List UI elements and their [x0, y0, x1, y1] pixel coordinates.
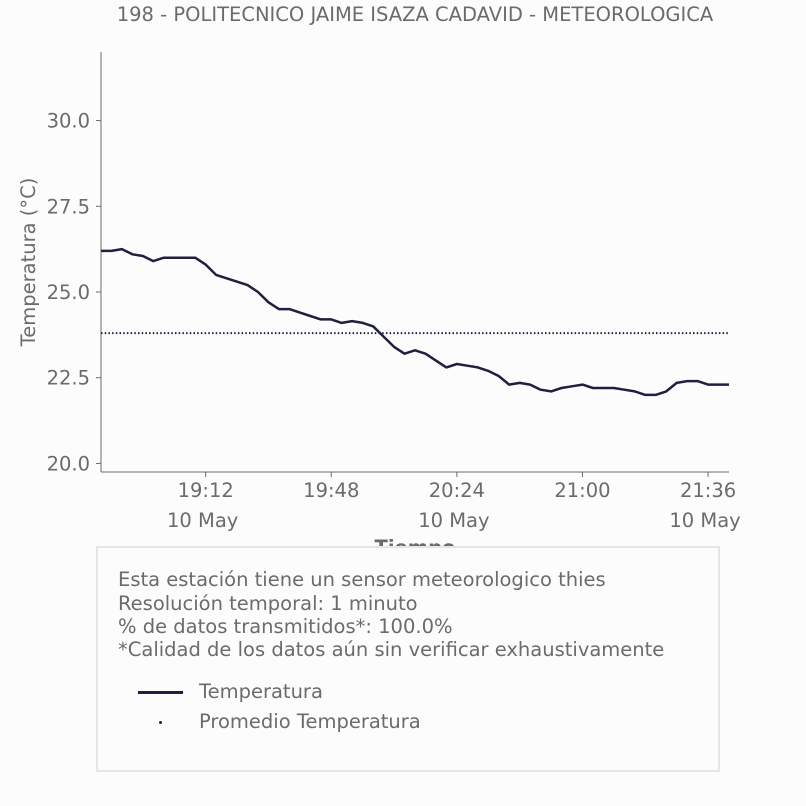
x-tick-label: 21:00 [554, 479, 610, 502]
y-axis-ticks: 20.0 22.5 25.0 27.5 30.0 [47, 110, 101, 475]
y-tick-label: 22.5 [47, 367, 90, 390]
chart-axes [100, 52, 729, 473]
y-tick-label: 20.0 [47, 452, 90, 475]
series-layer [101, 247, 729, 397]
info-resolution-line: Resolución temporal: 1 minuto [118, 592, 418, 615]
x-tick-label: 19:12 [178, 479, 234, 502]
x-tick-label: 20:24 [429, 479, 485, 502]
x-tick-date-label: 10 May [167, 509, 238, 532]
x-tick-date-label: 10 May [418, 509, 489, 532]
x-tick-label: 19:48 [303, 479, 359, 502]
x-tick-label: 21:36 [680, 479, 736, 502]
info-transmitted-line: % de datos transmitidos*: 100.0% [118, 615, 453, 638]
legend-dot-swatch [159, 721, 162, 724]
legend-item-temperatura: Temperatura [138, 680, 698, 704]
y-tick-label: 25.0 [47, 281, 90, 304]
y-axis-label: Temperatura (°C) [17, 178, 40, 348]
info-sensor-line: Esta estación tiene un sensor meteorolog… [118, 568, 606, 591]
info-box: Esta estación tiene un sensor meteorolog… [96, 546, 720, 772]
legend-label-temperatura: Temperatura [199, 680, 323, 703]
info-quality-line: *Calidad de los datos aún sin verificar … [118, 638, 665, 661]
legend-label-promedio: Promedio Temperatura [199, 710, 421, 733]
x-axis-ticks: 19:12 10 May 19:48 20:24 10 May 21:00 21:36 10 … [167, 472, 741, 532]
chart-title: 198 - POLITECNICO JAIME ISAZA CADAVID - … [117, 3, 714, 26]
y-tick-label: 30.0 [47, 110, 90, 133]
y-tick-label: 27.5 [47, 195, 90, 218]
legend-item-promedio: Promedio Temperatura [138, 710, 698, 734]
x-tick-date-label: 10 May [669, 509, 740, 532]
series-line-temperatura [101, 247, 729, 397]
legend-line-swatch [138, 691, 183, 694]
